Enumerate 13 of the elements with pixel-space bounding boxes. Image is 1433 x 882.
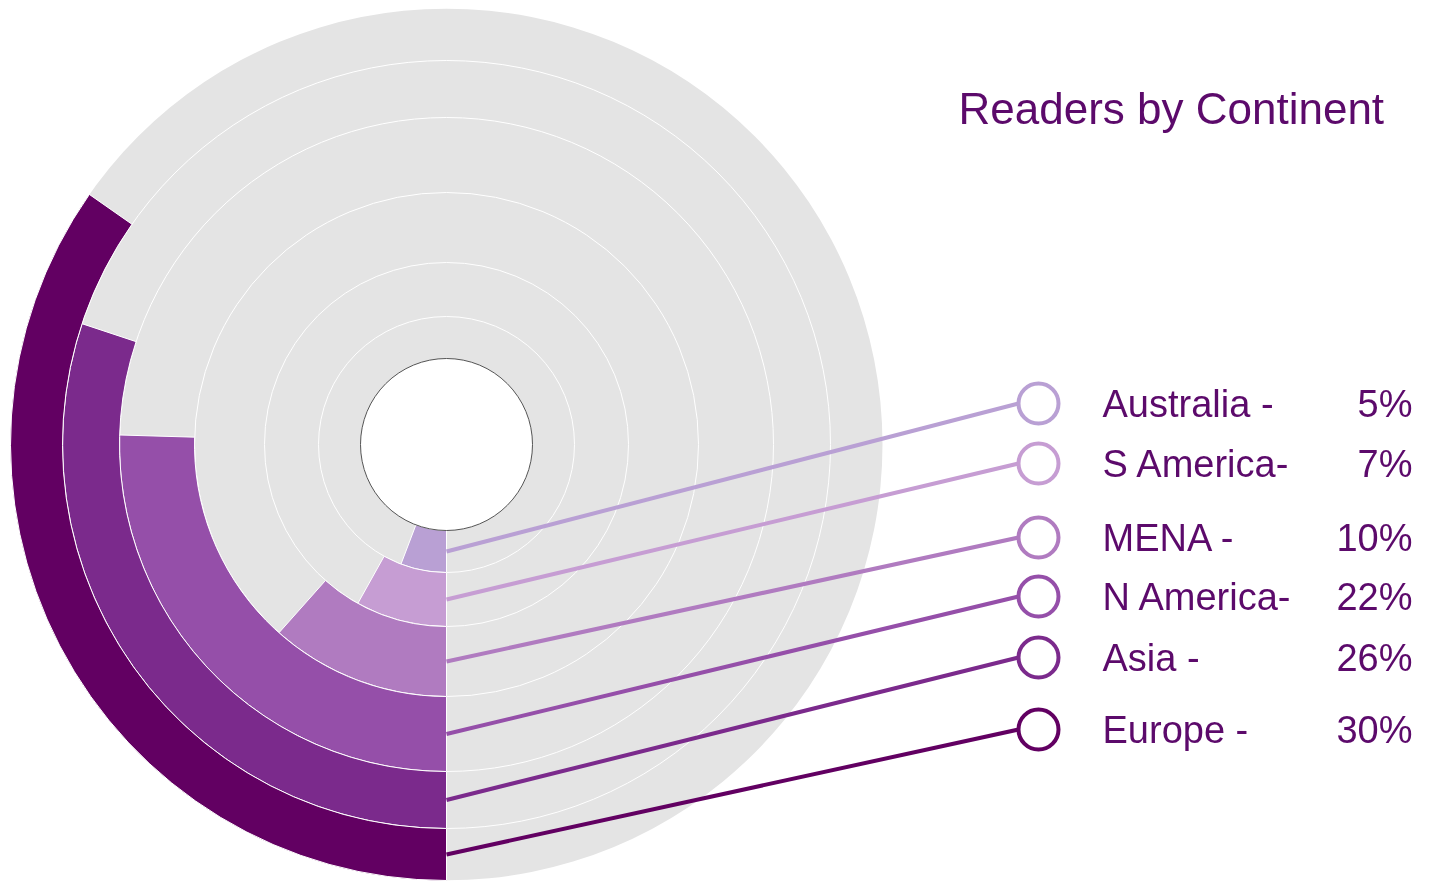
data-label: 30% bbox=[1336, 708, 1413, 751]
data-label: 7% bbox=[1357, 442, 1413, 485]
category-label: Australia - bbox=[1102, 382, 1274, 425]
category-label: Europe - bbox=[1102, 708, 1249, 751]
data-label: 26% bbox=[1336, 636, 1413, 679]
data-label: 5% bbox=[1357, 382, 1413, 425]
category-label: N America- bbox=[1102, 575, 1291, 618]
category-label: Asia - bbox=[1102, 636, 1200, 679]
data-label: 10% bbox=[1336, 516, 1413, 559]
data-label: 22% bbox=[1336, 575, 1413, 618]
category-label: MENA - bbox=[1102, 516, 1234, 559]
category-label: S America- bbox=[1102, 442, 1289, 485]
text: Readers by Continent bbox=[958, 84, 1385, 133]
